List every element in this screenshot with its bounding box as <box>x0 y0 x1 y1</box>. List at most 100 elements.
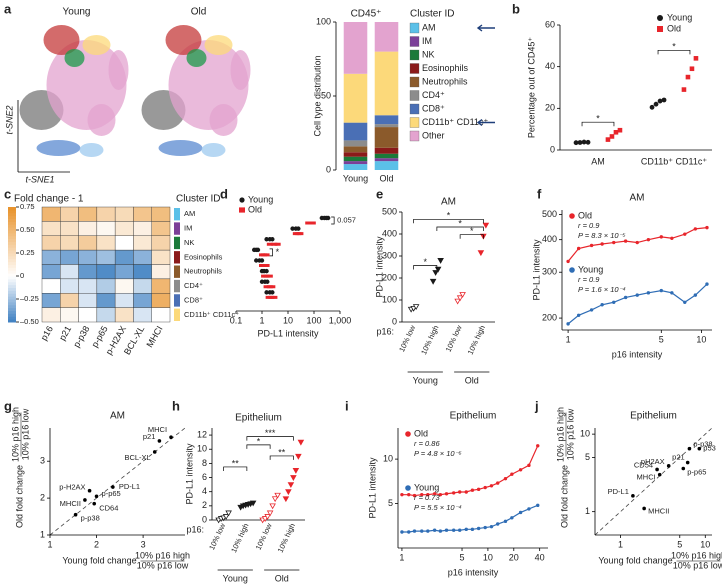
legend-label: CD11b⁺ CD11c⁺ <box>422 117 488 127</box>
y-axis-label: PD-L1 intensity <box>184 443 194 505</box>
data-point <box>157 439 162 443</box>
group-label: Old <box>465 375 479 385</box>
heatmap-cell <box>41 235 61 251</box>
legend-marker <box>405 431 411 437</box>
legend-swatch <box>409 117 420 128</box>
data-point <box>687 446 692 451</box>
significance-bracket <box>269 455 294 460</box>
tsne-cluster <box>64 49 85 67</box>
row-label: IM <box>184 224 192 233</box>
heatmap-cell <box>133 206 152 222</box>
data-point <box>666 464 671 468</box>
data-point <box>623 295 628 300</box>
colorbar-step <box>8 281 16 286</box>
axis-arrow <box>17 100 70 173</box>
data-point <box>510 516 514 520</box>
colorbar-step <box>8 313 16 317</box>
data-point <box>412 304 420 311</box>
heatmap-cell <box>133 293 152 308</box>
diagonal <box>594 427 713 536</box>
x-tick-label: 1 <box>399 552 404 562</box>
y-axis-label: Percentage out of CD45⁺ <box>526 37 536 139</box>
data-point <box>309 221 316 225</box>
x-tick-label: Old <box>379 173 393 183</box>
data-point <box>269 503 276 510</box>
data-point <box>689 66 695 72</box>
legend-label: Old <box>414 428 428 438</box>
heatmap-cell <box>114 235 134 251</box>
bar-segment <box>374 22 399 52</box>
annotation: r = 0.9 <box>578 221 600 230</box>
y-tick-label: 0 <box>202 514 207 524</box>
significance-bracket <box>223 466 248 471</box>
tsne-cluster <box>82 35 111 55</box>
colorbar-step <box>8 238 16 242</box>
data-point <box>264 237 269 242</box>
legend-swatch <box>409 36 420 47</box>
heatmap-cell <box>78 307 98 323</box>
annotation: r = 0.73 <box>414 493 440 502</box>
x-tick-label: 2 <box>94 539 99 549</box>
data-point <box>263 264 270 267</box>
data-point <box>225 510 232 517</box>
panel-letter: b <box>512 1 520 16</box>
colorbar-step <box>8 319 16 323</box>
heatmap-cell <box>151 221 171 236</box>
point-label: MHCII <box>60 499 81 508</box>
data-point <box>657 98 663 104</box>
column-label: MHCI <box>144 324 164 349</box>
y-axis-label: Old fold change <box>14 465 24 528</box>
data-point <box>483 525 487 530</box>
panel-title: Old <box>191 7 207 18</box>
data-point <box>617 127 623 133</box>
chart-title: CD45⁺ <box>351 9 382 20</box>
data-point <box>693 56 699 61</box>
bar-segment <box>343 152 368 157</box>
data-point <box>536 503 540 508</box>
heatmap-cell <box>78 264 98 280</box>
x-axis-label: Young fold change <box>598 555 672 565</box>
data-point <box>266 242 273 246</box>
x-tick-label: 20 <box>509 552 519 562</box>
bar-segment <box>374 127 399 148</box>
x-tick-label: 1 <box>47 539 52 549</box>
y-tick-label: 10 <box>197 444 207 454</box>
x-tick-label: 10% high <box>466 324 487 356</box>
colorbar-step <box>8 250 16 254</box>
column-label: p-p38 <box>71 324 91 349</box>
heatmap-cell <box>78 235 98 251</box>
data-point <box>459 292 466 298</box>
point-label: PD-L1 <box>119 482 140 491</box>
y-axis-label: PD-L1 intensity <box>531 239 541 301</box>
colorbar-step <box>8 299 16 303</box>
heatmap-cell <box>60 264 79 280</box>
x-tick-label: 0.1 <box>230 315 243 325</box>
heatmap-cell <box>114 293 134 308</box>
data-point <box>290 226 295 231</box>
legend-label: Neutrophils <box>422 76 468 86</box>
data-point <box>292 468 300 474</box>
y-tick-label: 3 <box>40 456 45 466</box>
data-point <box>400 530 404 534</box>
data-point <box>438 492 443 497</box>
row-label: CD4⁺ <box>184 281 203 290</box>
group-label: Young <box>413 375 438 385</box>
row-swatch <box>174 294 180 307</box>
legend-marker <box>657 15 663 21</box>
significance-bracket <box>246 436 294 441</box>
chart-title: AM <box>441 197 456 208</box>
significance-label: * <box>423 257 427 267</box>
y-tick-label: 10 <box>383 453 393 463</box>
legend-label: Old <box>667 23 681 33</box>
colorbar-step <box>8 267 16 271</box>
data-point <box>265 279 270 284</box>
data-point <box>613 129 619 135</box>
x-axis-label: Young fold change <box>62 555 136 565</box>
y-axis-label: PD-L1 intensity <box>367 457 377 519</box>
data-point <box>705 282 709 286</box>
data-point <box>432 492 437 496</box>
row-label: NK <box>184 238 194 247</box>
row-label: CD11b⁺ CD11c⁺ <box>184 310 239 319</box>
data-point <box>683 232 687 236</box>
